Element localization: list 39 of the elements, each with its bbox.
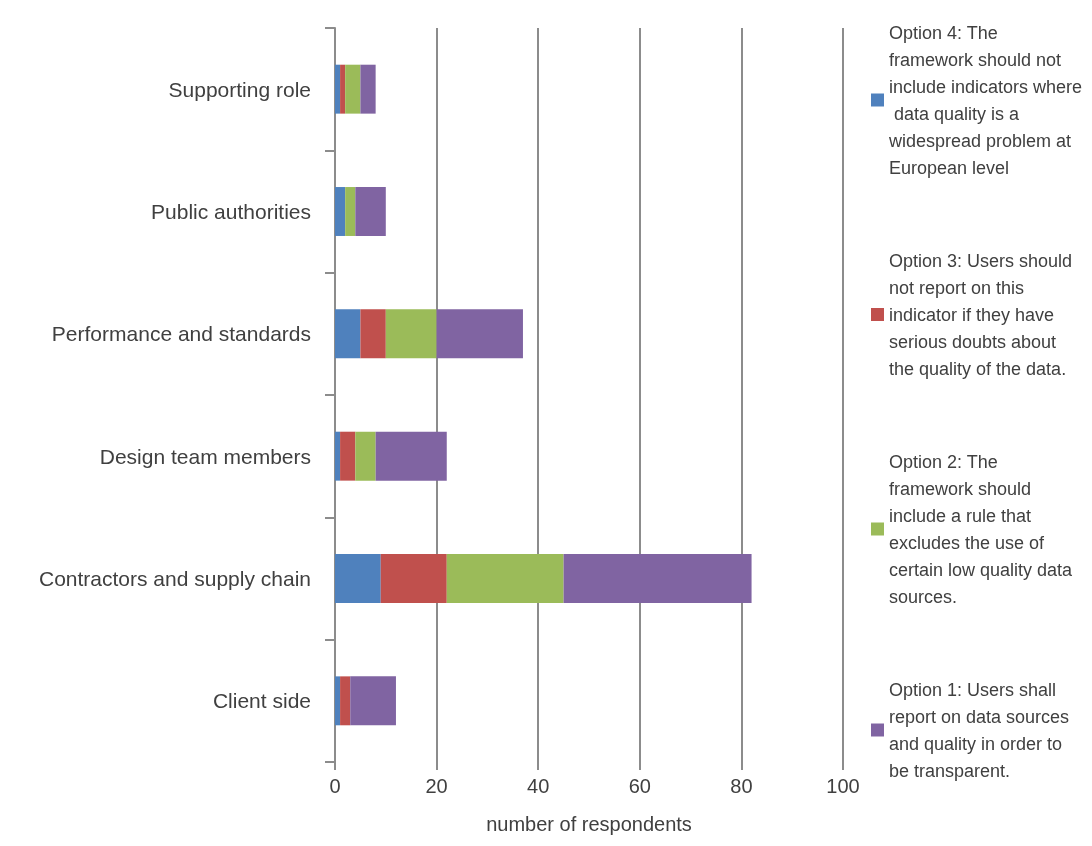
y-tick-label: Design team members xyxy=(99,444,311,468)
bar xyxy=(335,187,346,236)
bar xyxy=(340,64,346,114)
bar xyxy=(355,187,386,236)
legend-label: Option 4: The framework should not include indicators where data quality is a widespread problem at European level xyxy=(888,22,1083,178)
bar xyxy=(335,676,341,726)
bar xyxy=(360,64,376,114)
bar xyxy=(380,554,447,603)
bar xyxy=(563,554,752,603)
x-tick-label: 0 xyxy=(329,775,341,797)
bar xyxy=(385,309,437,359)
legend-label: Option 2: The framework should include a rule that excludes the use of certain low quality data sources. xyxy=(889,451,1078,607)
y-tick-label: Supporting role xyxy=(168,77,311,101)
bar xyxy=(335,309,361,359)
bar xyxy=(335,431,341,481)
x-tick-label: 100 xyxy=(826,775,860,797)
bar xyxy=(446,554,564,603)
x-axis-title: number of respondents xyxy=(486,813,692,835)
legend-label: Option 3: Users should not report on this indicator if they have serious doubts about the quality of the data. xyxy=(889,250,1078,379)
bar xyxy=(340,676,351,726)
bar xyxy=(436,309,523,359)
y-tick-label: Public authorities xyxy=(151,200,311,223)
x-tick-label: 20 xyxy=(425,775,448,797)
bar xyxy=(345,64,361,114)
bar xyxy=(355,431,376,481)
legend-label: Option 1: Users shall report on data sources and quality in order to be transparent. xyxy=(889,679,1075,781)
bar xyxy=(335,554,381,603)
x-tick-label: 60 xyxy=(628,775,651,797)
bar xyxy=(345,187,356,236)
bar xyxy=(335,64,341,114)
x-tick-label: 40 xyxy=(527,775,550,797)
y-tick-label: Client side xyxy=(212,689,311,713)
y-tick-label: Contractors and supply chain xyxy=(39,567,311,590)
bar xyxy=(340,431,356,481)
y-tick-label: Performance and standards xyxy=(51,322,311,346)
bar xyxy=(360,309,386,359)
x-tick-label: 80 xyxy=(730,775,753,797)
bar xyxy=(350,676,396,726)
bar xyxy=(375,431,447,481)
